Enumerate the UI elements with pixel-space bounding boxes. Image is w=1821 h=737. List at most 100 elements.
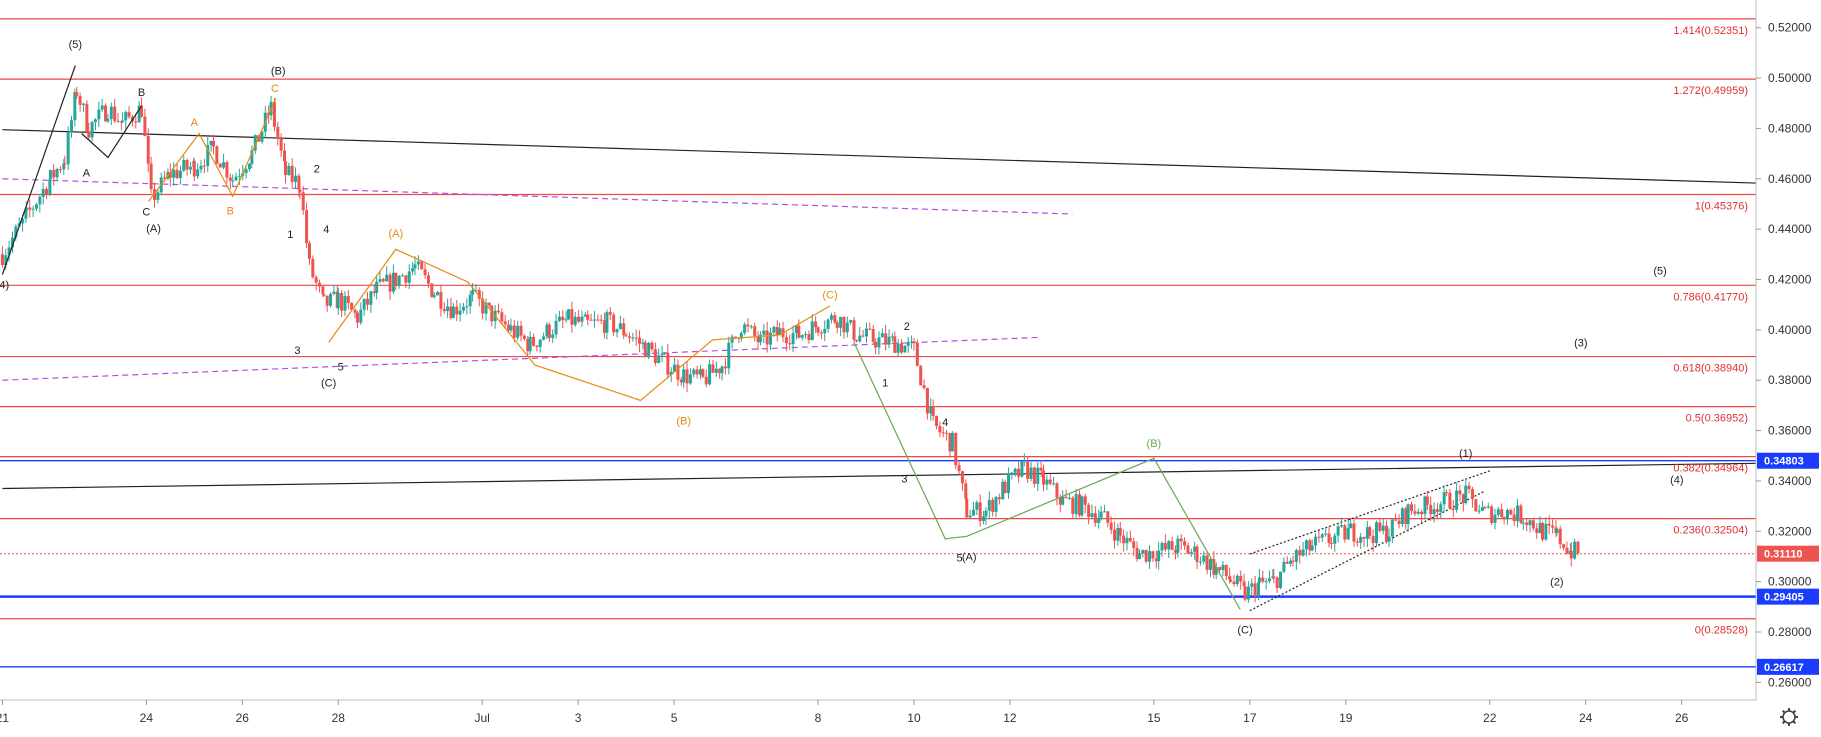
- candle-body: [209, 140, 213, 145]
- candle-body: [366, 298, 370, 305]
- current-price-tag-label: 0.31110: [1764, 549, 1803, 561]
- candle-body: [1279, 571, 1283, 588]
- candle-body: [704, 376, 708, 385]
- wave-label: (B): [1147, 438, 1162, 450]
- candle-body: [343, 296, 347, 311]
- x-tick-label: 24: [1579, 711, 1593, 725]
- candle-body: [294, 175, 298, 182]
- candle-body: [362, 298, 366, 310]
- candle-body: [1394, 519, 1398, 521]
- x-tick-label: 10: [907, 711, 921, 725]
- candle-body: [775, 326, 779, 335]
- candle-body: [1151, 551, 1155, 559]
- candle-body: [1198, 561, 1202, 563]
- candle-body: [500, 312, 504, 322]
- candle-body: [1576, 541, 1580, 554]
- y-tick-label: 0.44000: [1768, 222, 1812, 236]
- candle-body: [1562, 544, 1566, 548]
- gear-icon[interactable]: [1780, 708, 1798, 726]
- x-tick-label: 8: [815, 711, 822, 725]
- candle-body: [307, 243, 311, 259]
- candle-body: [1064, 496, 1068, 499]
- candle-body: [1135, 547, 1139, 560]
- candle-body: [1304, 540, 1308, 550]
- candle-body: [21, 218, 25, 224]
- gear-icon-tooth: [1781, 720, 1786, 725]
- candle-body: [113, 106, 117, 121]
- x-tick-label: 21: [0, 711, 9, 725]
- wave-label: (4): [1670, 475, 1683, 487]
- candle-body: [109, 106, 113, 119]
- candle-body: [1464, 485, 1468, 504]
- candle-body: [1017, 468, 1021, 477]
- wave-label: 4: [942, 417, 948, 429]
- candle-body: [673, 364, 677, 372]
- candle-body: [45, 188, 49, 195]
- candle-body: [535, 345, 539, 348]
- candle-body: [965, 498, 969, 518]
- candle-body: [413, 264, 417, 269]
- candle-body: [631, 337, 635, 339]
- candle-body: [701, 369, 705, 377]
- candle-body: [451, 306, 455, 318]
- candle-body: [650, 342, 654, 350]
- x-tick-label: Jul: [475, 711, 490, 725]
- candle-body: [1387, 536, 1391, 542]
- candle-body: [1039, 467, 1043, 471]
- candle-body: [163, 177, 167, 179]
- candle-body: [87, 131, 91, 138]
- candle-body: [1432, 509, 1436, 515]
- candle-body: [301, 192, 305, 211]
- candle-body: [1261, 577, 1265, 582]
- wave-label: (C): [321, 378, 336, 390]
- candle-body: [877, 337, 881, 348]
- candle-body: [788, 343, 792, 345]
- candle-body: [149, 163, 153, 190]
- candle-body: [430, 283, 434, 298]
- candle-body: [1558, 528, 1562, 545]
- candle-body: [1193, 546, 1197, 552]
- candle-body: [852, 320, 856, 340]
- wave-label: (B): [676, 416, 691, 428]
- candle-body: [954, 432, 958, 466]
- candle-body: [1544, 523, 1548, 540]
- candle-body: [950, 432, 954, 452]
- candle-body: [800, 335, 804, 338]
- wave-label: (5): [69, 39, 82, 51]
- candle-body: [222, 162, 226, 168]
- candle-body: [297, 175, 301, 190]
- candle-body: [1224, 565, 1228, 577]
- candle-body: [287, 165, 291, 176]
- candle-body: [945, 432, 949, 434]
- candle-body: [391, 272, 395, 292]
- candle-body: [420, 261, 424, 270]
- candle-body: [608, 312, 612, 315]
- candle-body: [1397, 520, 1401, 525]
- candle-body: [997, 497, 1001, 500]
- candle-body: [1349, 523, 1353, 529]
- candle-body: [260, 131, 264, 142]
- candle-body: [842, 317, 846, 333]
- candle-body: [1308, 540, 1312, 551]
- candle-body: [1310, 545, 1314, 551]
- candle-body: [461, 306, 465, 311]
- candle-body: [538, 339, 542, 348]
- candle-body: [1410, 504, 1414, 512]
- wave-label: C: [142, 207, 150, 219]
- candle-body: [442, 308, 446, 312]
- candle-body: [1477, 510, 1481, 512]
- candle-body: [1243, 586, 1247, 600]
- trend-line-black-upper: [2, 129, 1757, 184]
- wave-path-orange-abc-1: [148, 97, 277, 202]
- candle-body: [477, 290, 481, 299]
- candle-body: [481, 298, 485, 314]
- candle-body: [31, 208, 35, 210]
- candle-body: [910, 341, 914, 343]
- candle-body: [669, 371, 673, 375]
- candle-body: [1058, 497, 1062, 505]
- candle-body: [1250, 583, 1254, 587]
- candle-body: [634, 337, 638, 339]
- candle-body: [455, 306, 459, 315]
- candle-body: [919, 365, 923, 386]
